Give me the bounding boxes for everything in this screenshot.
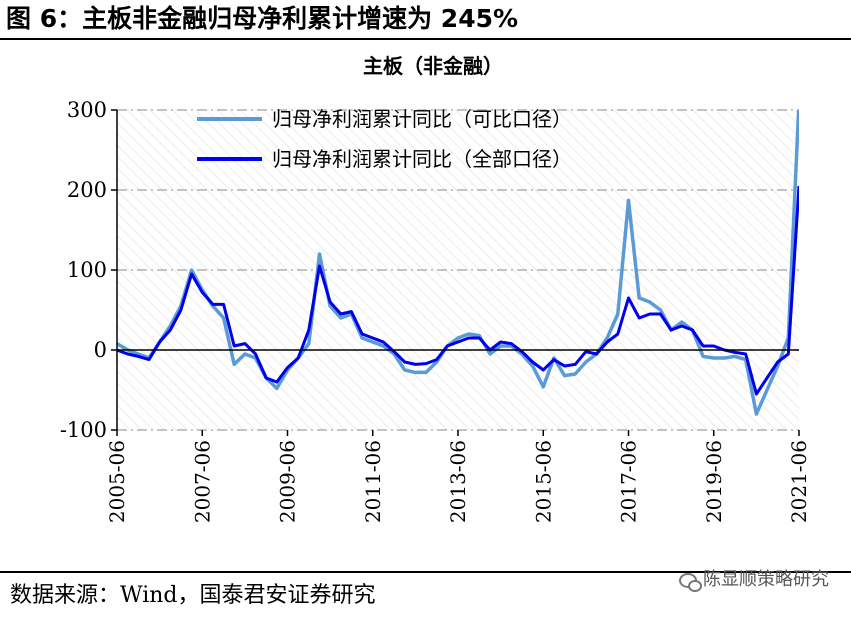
- x-tick-label-8: 2021-06: [787, 440, 811, 523]
- y-tick-label-0: -100: [60, 418, 107, 442]
- x-tick-label-3: 2011-06: [361, 440, 385, 523]
- x-tick-label-4: 2013-06: [446, 440, 470, 523]
- title-rule: [0, 38, 851, 40]
- chart-title: 主板（非金融）: [363, 54, 503, 78]
- watermark: 陈显顺策略研究: [679, 566, 829, 594]
- x-tick-label-2: 2009-06: [276, 440, 300, 523]
- x-tick-label-1: 2007-06: [190, 440, 214, 523]
- line-chart: 主板（非金融） -100 0 100 200 300 2005-06 2007-06 2009…: [60, 54, 811, 523]
- series-line-dark: [117, 185, 799, 396]
- legend-label-dark: 归母净利润累计同比（全部口径）: [272, 147, 572, 171]
- data-source: 数据来源：Wind，国泰君安证券研究: [10, 583, 376, 608]
- legend-label-light: 归母净利润累计同比（可比口径）: [272, 107, 572, 131]
- wechat-icon: [679, 572, 702, 592]
- y-tick-label-3: 200: [67, 178, 107, 202]
- x-tick-label-0: 2005-06: [105, 440, 129, 523]
- watermark-text: 陈显顺策略研究: [703, 569, 829, 590]
- x-tick-label-5: 2015-06: [531, 440, 555, 523]
- y-tick-label-1: 0: [94, 338, 107, 362]
- footer-rule: [0, 571, 851, 573]
- figure-title: 图 6：主板非金融归母净利累计增速为 245%: [6, 4, 519, 33]
- x-tick-label-6: 2017-06: [617, 440, 641, 523]
- x-tick-label-7: 2019-06: [702, 440, 726, 523]
- series-line-light: [117, 110, 799, 416]
- y-tick-label-2: 100: [67, 258, 107, 282]
- y-tick-label-4: 300: [67, 98, 107, 122]
